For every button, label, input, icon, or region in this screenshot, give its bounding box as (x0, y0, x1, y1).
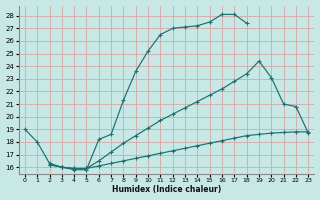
X-axis label: Humidex (Indice chaleur): Humidex (Indice chaleur) (112, 185, 221, 194)
